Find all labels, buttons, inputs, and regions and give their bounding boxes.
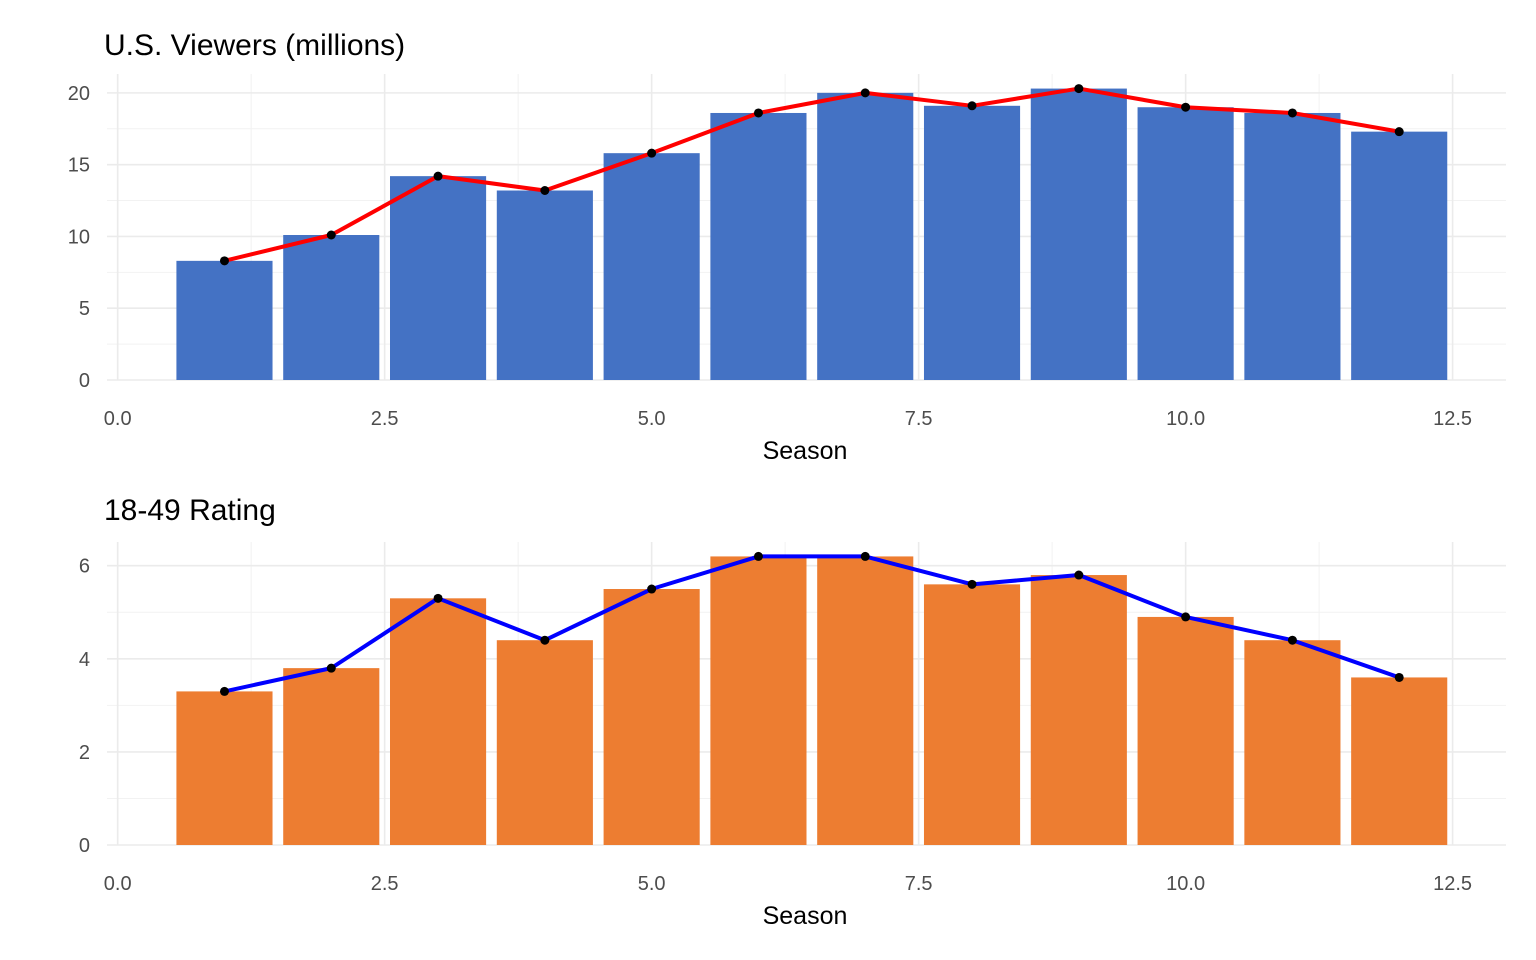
rating-y-tick-label: 2 (79, 742, 90, 764)
rating-panel: 18-49 Rating 0 2 4 6 0.0 2.5 5.0 7.5 10.0 12.5 S… (79, 494, 1506, 930)
viewers-x-tick-label: 5.0 (638, 408, 666, 430)
rating-bar (496, 640, 593, 845)
viewers-bar (710, 112, 807, 380)
rating-data-point (1074, 570, 1084, 580)
rating-data-point (1394, 672, 1404, 682)
viewers-x-tick-label: 0.0 (104, 408, 132, 430)
rating-y-axis: 0 2 4 6 (79, 556, 90, 857)
rating-x-tick-label: 0.0 (104, 873, 132, 895)
rating-x-tick-label: 12.5 (1433, 873, 1472, 895)
viewers-data-point (967, 101, 977, 111)
viewers-data-point (1074, 84, 1084, 94)
rating-x-tick-label: 2.5 (371, 873, 399, 895)
rating-points (219, 551, 1404, 696)
viewers-x-tick-label: 12.5 (1433, 408, 1472, 430)
viewers-bar (923, 105, 1021, 380)
viewers-data-point (433, 171, 443, 181)
viewers-x-axis: 0.0 2.5 5.0 7.5 10.0 12.5 (104, 408, 1472, 430)
viewers-data-point (647, 148, 657, 158)
viewers-bar (817, 92, 914, 380)
viewers-bar (496, 190, 593, 380)
rating-y-tick-label: 4 (79, 649, 90, 671)
rating-line-series (224, 554, 1400, 694)
rating-data-point (860, 551, 870, 561)
rating-bar (817, 556, 914, 845)
rating-bars (176, 556, 1448, 845)
viewers-data-point (219, 256, 229, 266)
viewers-y-tick-label: 15 (68, 155, 90, 177)
viewers-data-point (1287, 108, 1297, 118)
viewers-y-axis: 0 5 10 15 20 (68, 83, 90, 392)
rating-x-tick-label: 10.0 (1166, 873, 1205, 895)
rating-data-point (326, 663, 336, 673)
rating-trend-line (224, 554, 1400, 694)
rating-x-tick-label: 5.0 (638, 873, 666, 895)
rating-x-axis: 0.0 2.5 5.0 7.5 10.0 12.5 (104, 873, 1472, 895)
rating-data-point (647, 584, 657, 594)
viewers-bar (1030, 88, 1127, 381)
rating-data-point (540, 635, 550, 645)
viewers-x-axis-title: Season (763, 437, 848, 465)
viewers-bars (176, 88, 1448, 381)
rating-bar (603, 589, 700, 845)
viewers-line-series (224, 86, 1400, 263)
viewers-data-point (1394, 127, 1404, 137)
rating-bar (923, 584, 1021, 845)
viewers-y-tick-label: 0 (79, 370, 90, 392)
rating-chart-title: 18-49 Rating (104, 494, 276, 527)
rating-bar (1244, 640, 1341, 845)
viewers-bar (1137, 107, 1234, 380)
rating-x-tick-label: 7.5 (905, 873, 933, 895)
rating-bar (176, 691, 273, 845)
rating-y-tick-label: 6 (79, 556, 90, 578)
rating-bar (710, 556, 807, 845)
viewers-y-tick-label: 10 (68, 226, 90, 248)
viewers-trend-line (224, 86, 1400, 263)
viewers-chart-title: U.S. Viewers (millions) (104, 29, 405, 62)
viewers-bar (283, 235, 380, 380)
viewers-points (219, 84, 1404, 266)
rating-data-point (219, 686, 229, 696)
rating-data-point (753, 551, 763, 561)
viewers-data-point (540, 185, 550, 195)
viewers-data-point (753, 108, 763, 118)
viewers-data-point (860, 88, 870, 98)
viewers-bar (1351, 131, 1448, 380)
viewers-data-point (1181, 102, 1191, 112)
viewers-x-tick-label: 2.5 (371, 408, 399, 430)
rating-data-point (433, 593, 443, 603)
rating-data-point (1287, 635, 1297, 645)
rating-bar (1030, 575, 1127, 845)
rating-x-axis-title: Season (763, 902, 848, 930)
viewers-y-tick-label: 20 (68, 83, 90, 105)
viewers-bar (390, 176, 487, 380)
rating-y-tick-label: 0 (79, 835, 90, 857)
rating-bar (1351, 677, 1448, 845)
viewers-bar (176, 260, 273, 380)
rating-data-point (1181, 612, 1191, 622)
rating-bar (283, 668, 380, 845)
viewers-y-tick-label: 5 (79, 298, 90, 320)
viewers-panel: U.S. Viewers (millions) 0 5 10 15 20 0.0 2.5 5… (68, 29, 1506, 465)
rating-bar (1137, 616, 1234, 845)
rating-bar (390, 598, 487, 845)
viewers-bar (1244, 112, 1341, 380)
viewers-x-tick-label: 10.0 (1166, 408, 1205, 430)
rating-data-point (967, 579, 977, 589)
viewers-x-tick-label: 7.5 (905, 408, 933, 430)
viewers-data-point (326, 230, 336, 240)
viewers-bar (603, 153, 700, 380)
